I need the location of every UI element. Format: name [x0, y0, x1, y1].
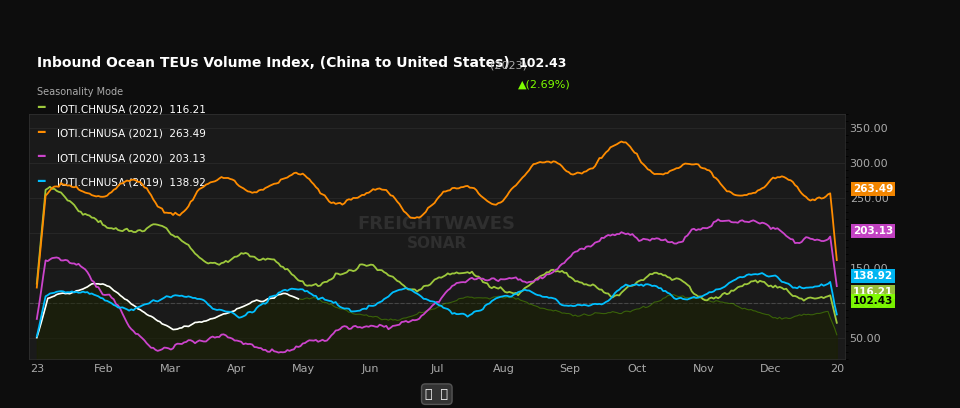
Text: ━: ━	[36, 126, 44, 139]
Text: 102.43: 102.43	[852, 296, 894, 306]
Text: Inbound Ocean TEUs Volume Index, (China to United States): Inbound Ocean TEUs Volume Index, (China …	[36, 56, 510, 70]
Text: 138.92: 138.92	[852, 271, 893, 281]
Text: ▲(2.69%): ▲(2.69%)	[518, 80, 571, 90]
Text: 263.49: 263.49	[852, 184, 893, 194]
Text: 116.21: 116.21	[852, 287, 893, 297]
Text: (2023): (2023)	[490, 60, 527, 70]
Text: IOTI.CHNUSA (2020)  203.13: IOTI.CHNUSA (2020) 203.13	[58, 153, 206, 163]
Text: SONAR: SONAR	[407, 237, 467, 251]
Text: Seasonality Mode: Seasonality Mode	[36, 87, 123, 97]
Text: IOTI.CHNUSA (2022)  116.21: IOTI.CHNUSA (2022) 116.21	[58, 104, 206, 114]
Text: FREIGHTWAVES: FREIGHTWAVES	[358, 215, 516, 233]
Text: IOTI.CHNUSA (2019)  138.92: IOTI.CHNUSA (2019) 138.92	[58, 177, 206, 188]
Text: ━: ━	[36, 101, 44, 114]
Text: ━: ━	[36, 175, 44, 188]
Text: －  ＋: － ＋	[425, 388, 448, 401]
Text: 102.43: 102.43	[518, 57, 566, 70]
Text: 203.13: 203.13	[852, 226, 893, 236]
Text: IOTI.CHNUSA (2021)  263.49: IOTI.CHNUSA (2021) 263.49	[58, 129, 206, 139]
Text: ━: ━	[36, 150, 44, 163]
